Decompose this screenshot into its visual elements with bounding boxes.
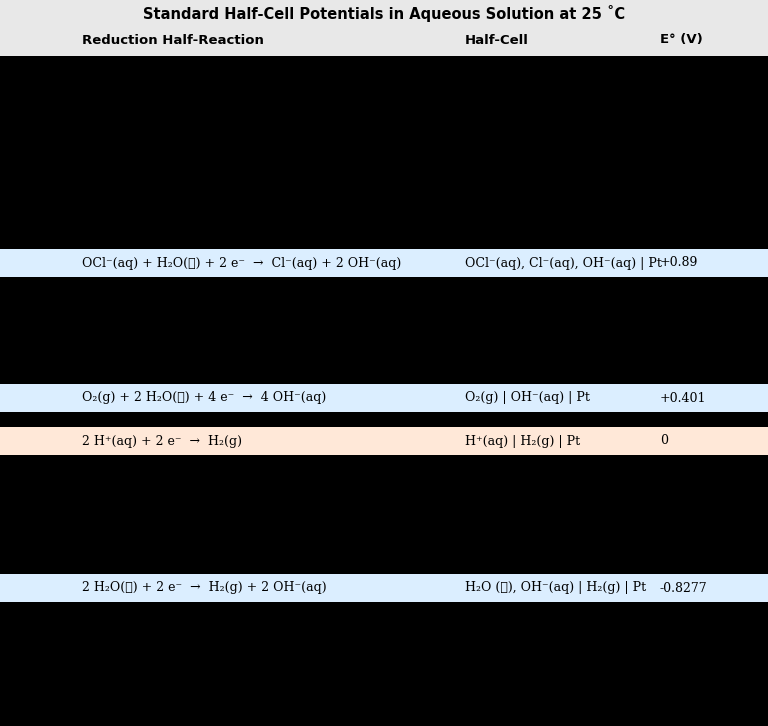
Text: Half-Cell: Half-Cell: [465, 33, 529, 46]
Text: O₂(g) | OH⁻(aq) | Pt: O₂(g) | OH⁻(aq) | Pt: [465, 391, 590, 404]
Bar: [0, 0, 768, 56]
Text: OCl⁻(aq), Cl⁻(aq), OH⁻(aq) | Pt: OCl⁻(aq), Cl⁻(aq), OH⁻(aq) | Pt: [465, 256, 662, 269]
Bar: [0, 249, 768, 277]
Text: Reduction Half-Reaction: Reduction Half-Reaction: [82, 33, 264, 46]
Text: E° (V): E° (V): [660, 33, 703, 46]
Text: H₂O (ℓ), OH⁻(aq) | H₂(g) | Pt: H₂O (ℓ), OH⁻(aq) | H₂(g) | Pt: [465, 582, 646, 595]
Text: 0: 0: [660, 434, 668, 447]
Bar: [0, 574, 768, 602]
Bar: [0, 427, 768, 455]
Text: Standard Half-Cell Potentials in Aqueous Solution at 25 ˚C: Standard Half-Cell Potentials in Aqueous…: [143, 4, 625, 22]
Text: OCl⁻(aq) + H₂O(ℓ) + 2 e⁻  →  Cl⁻(aq) + 2 OH⁻(aq): OCl⁻(aq) + H₂O(ℓ) + 2 e⁻ → Cl⁻(aq) + 2 O…: [82, 256, 401, 269]
Bar: [0, 384, 768, 412]
Text: -0.8277: -0.8277: [660, 582, 707, 595]
Text: 2 H⁺(aq) + 2 e⁻  →  H₂(g): 2 H⁺(aq) + 2 e⁻ → H₂(g): [82, 434, 242, 447]
Text: +0.89: +0.89: [660, 256, 698, 269]
Text: +0.401: +0.401: [660, 391, 707, 404]
Text: H⁺(aq) | H₂(g) | Pt: H⁺(aq) | H₂(g) | Pt: [465, 434, 580, 447]
Text: O₂(g) + 2 H₂O(ℓ) + 4 e⁻  →  4 OH⁻(aq): O₂(g) + 2 H₂O(ℓ) + 4 e⁻ → 4 OH⁻(aq): [82, 391, 326, 404]
Text: 2 H₂O(ℓ) + 2 e⁻  →  H₂(g) + 2 OH⁻(aq): 2 H₂O(ℓ) + 2 e⁻ → H₂(g) + 2 OH⁻(aq): [82, 582, 326, 595]
